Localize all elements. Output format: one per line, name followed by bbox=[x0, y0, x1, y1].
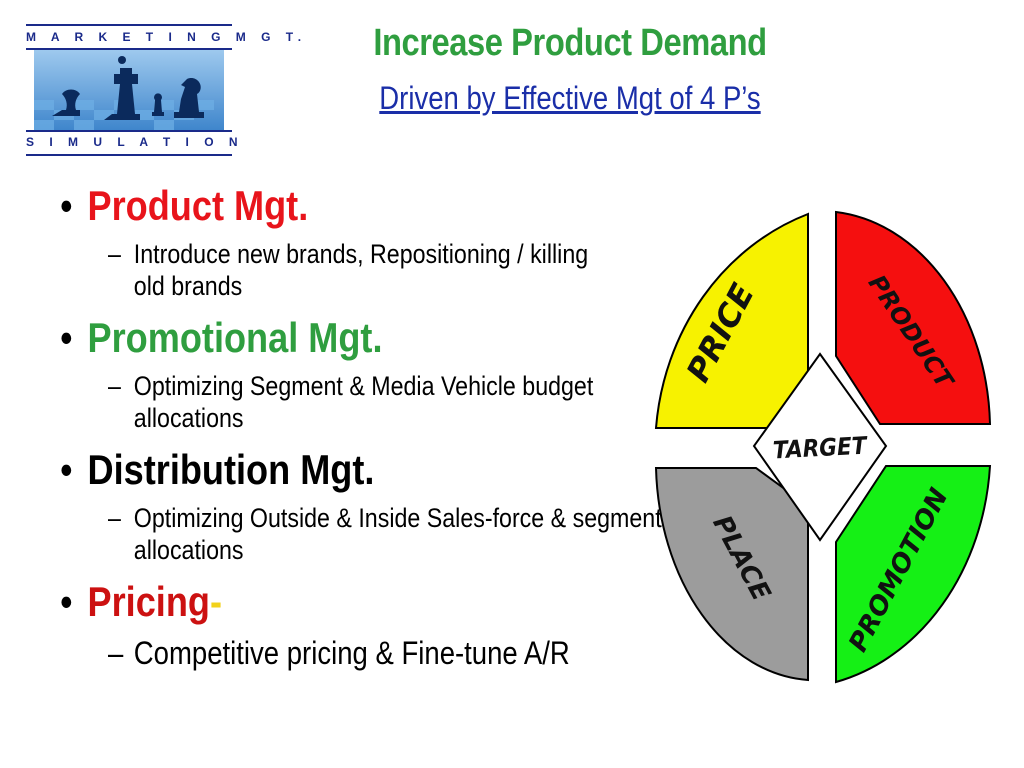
logo-rule-lower bbox=[26, 130, 232, 132]
sub-bullet-pricing: – Competitive pricing & Fine-tune A/R bbox=[108, 634, 684, 672]
promotion-quadrant bbox=[835, 465, 992, 684]
bullet-list: • Product Mgt. – Introduce new brands, R… bbox=[60, 180, 680, 672]
bullet-heading: Pricing bbox=[87, 578, 210, 625]
bullet-suffix: - bbox=[209, 578, 223, 625]
place-quadrant bbox=[654, 467, 809, 682]
bullet-marker: • bbox=[60, 578, 73, 625]
bullet-heading: Product Mgt. bbox=[87, 182, 309, 229]
sub-bullet-distribution: – Optimizing Outside & Inside Sales-forc… bbox=[108, 502, 684, 566]
sub-bullet-text: Optimizing Outside & Inside Sales-force … bbox=[133, 503, 662, 565]
sub-bullet-marker: – bbox=[108, 371, 121, 401]
logo-bottom-text: S I M U L A T I O N bbox=[26, 135, 244, 149]
bullet-pricing: • Pricing- bbox=[60, 576, 593, 628]
logo-top-text: M A R K E T I N G M G T. bbox=[26, 30, 308, 44]
sub-bullet-marker: – bbox=[108, 503, 121, 533]
chess-pieces-image bbox=[34, 50, 224, 130]
logo-bottom-rule bbox=[26, 154, 232, 156]
bullet-marker: • bbox=[60, 182, 73, 229]
sub-bullet-promotional: – Optimizing Segment & Media Vehicle bud… bbox=[108, 370, 684, 434]
bullet-marker: • bbox=[60, 314, 73, 361]
bullet-promotional-mgt: • Promotional Mgt. bbox=[60, 312, 593, 364]
target-label: TARGET bbox=[772, 432, 869, 464]
slide-subtitle: Driven by Effective Mgt of 4 P’s bbox=[379, 80, 761, 116]
sub-bullet-product: – Introduce new brands, Repositioning / … bbox=[108, 238, 684, 302]
bullet-product-mgt: • Product Mgt. bbox=[60, 180, 593, 232]
bullet-heading: Promotional Mgt. bbox=[87, 314, 383, 361]
target-diamond bbox=[752, 352, 888, 542]
bullet-marker: • bbox=[60, 446, 73, 493]
price-quadrant bbox=[654, 212, 809, 429]
logo-rule bbox=[26, 48, 232, 50]
bullet-heading: Distribution Mgt. bbox=[87, 446, 375, 493]
bullet-distribution-mgt: • Distribution Mgt. bbox=[60, 444, 593, 496]
sub-bullet-text: Optimizing Segment & Media Vehicle budge… bbox=[133, 371, 594, 433]
product-quadrant bbox=[835, 210, 992, 425]
logo-top-rule bbox=[26, 24, 232, 26]
slide-title: Increase Product Demand bbox=[373, 22, 767, 64]
sub-bullet-text: Introduce new brands, Repositioning / ki… bbox=[133, 239, 589, 301]
sub-bullet-marker: – bbox=[108, 635, 124, 671]
marketing-simulation-logo: M A R K E T I N G M G T. S I M U L A T I bbox=[26, 24, 308, 156]
four-p-diagram: TARGET PRICE PRODUCT PLACE PROMOTION bbox=[654, 210, 992, 684]
sub-bullet-text: Competitive pricing & Fine-tune A/R bbox=[133, 635, 570, 671]
sub-bullet-marker: – bbox=[108, 239, 121, 269]
